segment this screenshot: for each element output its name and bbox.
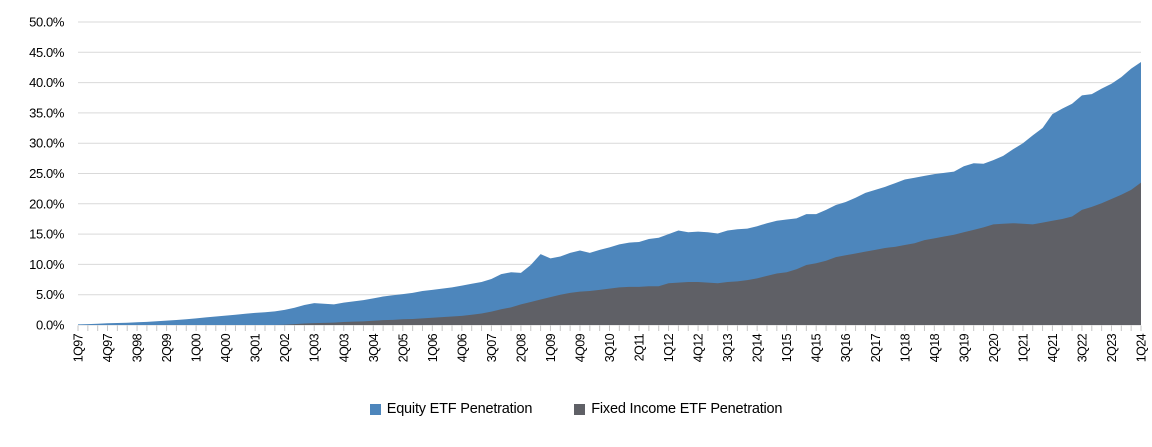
x-axis-label: 4Q03: [337, 333, 351, 362]
x-axis-label: 2Q20: [987, 333, 1001, 362]
y-axis-label: 35.0%: [29, 105, 65, 120]
x-axis-label: 4Q00: [219, 333, 233, 362]
x-axis-label: 1Q18: [898, 333, 912, 362]
x-axis-label: 3Q98: [131, 333, 145, 362]
x-axis-label: 2Q99: [160, 333, 174, 362]
x-axis-label: 1Q97: [72, 333, 86, 362]
x-axis-label: 3Q16: [839, 333, 853, 362]
equity-series-label: Equity ETF Penetration: [386, 401, 533, 417]
x-axis-label: 1Q24: [1135, 333, 1149, 362]
y-axis-label: 25.0%: [29, 166, 65, 181]
x-axis-label: 2Q17: [869, 333, 883, 362]
x-axis-label: 4Q18: [928, 333, 942, 362]
x-axis-label: 3Q19: [957, 333, 971, 362]
legend-item-fixed-income[interactable]: Fixed Income ETF Penetration: [574, 401, 782, 417]
x-axis-label: 1Q21: [1016, 333, 1030, 362]
x-axis-label: 2Q11: [633, 333, 647, 361]
y-axis-label: 40.0%: [29, 75, 65, 90]
x-axis-label: 4Q21: [1046, 333, 1060, 362]
chart-legend: Equity ETF Penetration Fixed Income ETF …: [0, 401, 1152, 417]
x-axis-label: 2Q05: [396, 333, 410, 362]
x-axis-label: 1Q00: [190, 333, 204, 362]
x-axis-label: 1Q15: [780, 333, 794, 362]
x-axis-label: 4Q06: [455, 333, 469, 362]
x-axis-label: 3Q10: [603, 333, 617, 362]
x-axis-label: 1Q06: [426, 333, 440, 362]
y-axis-label: 10.0%: [29, 257, 65, 272]
x-axis-label: 3Q04: [367, 333, 381, 362]
y-axis-label: 50.0%: [29, 15, 65, 30]
y-axis-label: 45.0%: [29, 45, 65, 60]
y-axis-label: 5.0%: [36, 287, 65, 302]
x-axis-label: 3Q07: [485, 333, 499, 362]
area-series-fixed-income: [78, 182, 1141, 325]
x-axis-label: 3Q13: [721, 333, 735, 362]
x-axis-label: 4Q12: [692, 333, 706, 362]
x-axis-label: 3Q22: [1075, 333, 1089, 362]
fixed-income-series-label: Fixed Income ETF Penetration: [591, 401, 783, 417]
x-axis-label: 1Q12: [662, 333, 676, 362]
x-axis-label: 4Q15: [810, 333, 824, 362]
x-axis-label: 1Q03: [308, 333, 322, 362]
x-axis-label: 2Q14: [751, 333, 765, 362]
y-axis-label: 20.0%: [29, 196, 65, 211]
legend-item-equity[interactable]: Equity ETF Penetration: [369, 401, 533, 417]
equity-series-swatch: [369, 403, 381, 415]
y-axis-label: 0.0%: [36, 318, 65, 333]
x-axis-label: 2Q02: [278, 333, 292, 362]
y-axis-label: 30.0%: [29, 136, 65, 151]
fixed-income-series-swatch: [574, 403, 586, 415]
x-axis-label: 4Q97: [101, 333, 115, 362]
x-axis-label: 4Q09: [573, 333, 587, 362]
area-chart-canvas: 0.0% 5.0% 10.0% 15.0% 20.0% 25.0% 30.0% 35.0% 40…: [29, 15, 1149, 363]
y-axis-label: 15.0%: [29, 227, 65, 242]
x-axis-label: 3Q01: [249, 333, 263, 362]
x-axis-label: 2Q23: [1105, 333, 1119, 362]
x-axis-label: 1Q09: [544, 333, 558, 362]
x-axis-label: 2Q08: [514, 333, 528, 362]
